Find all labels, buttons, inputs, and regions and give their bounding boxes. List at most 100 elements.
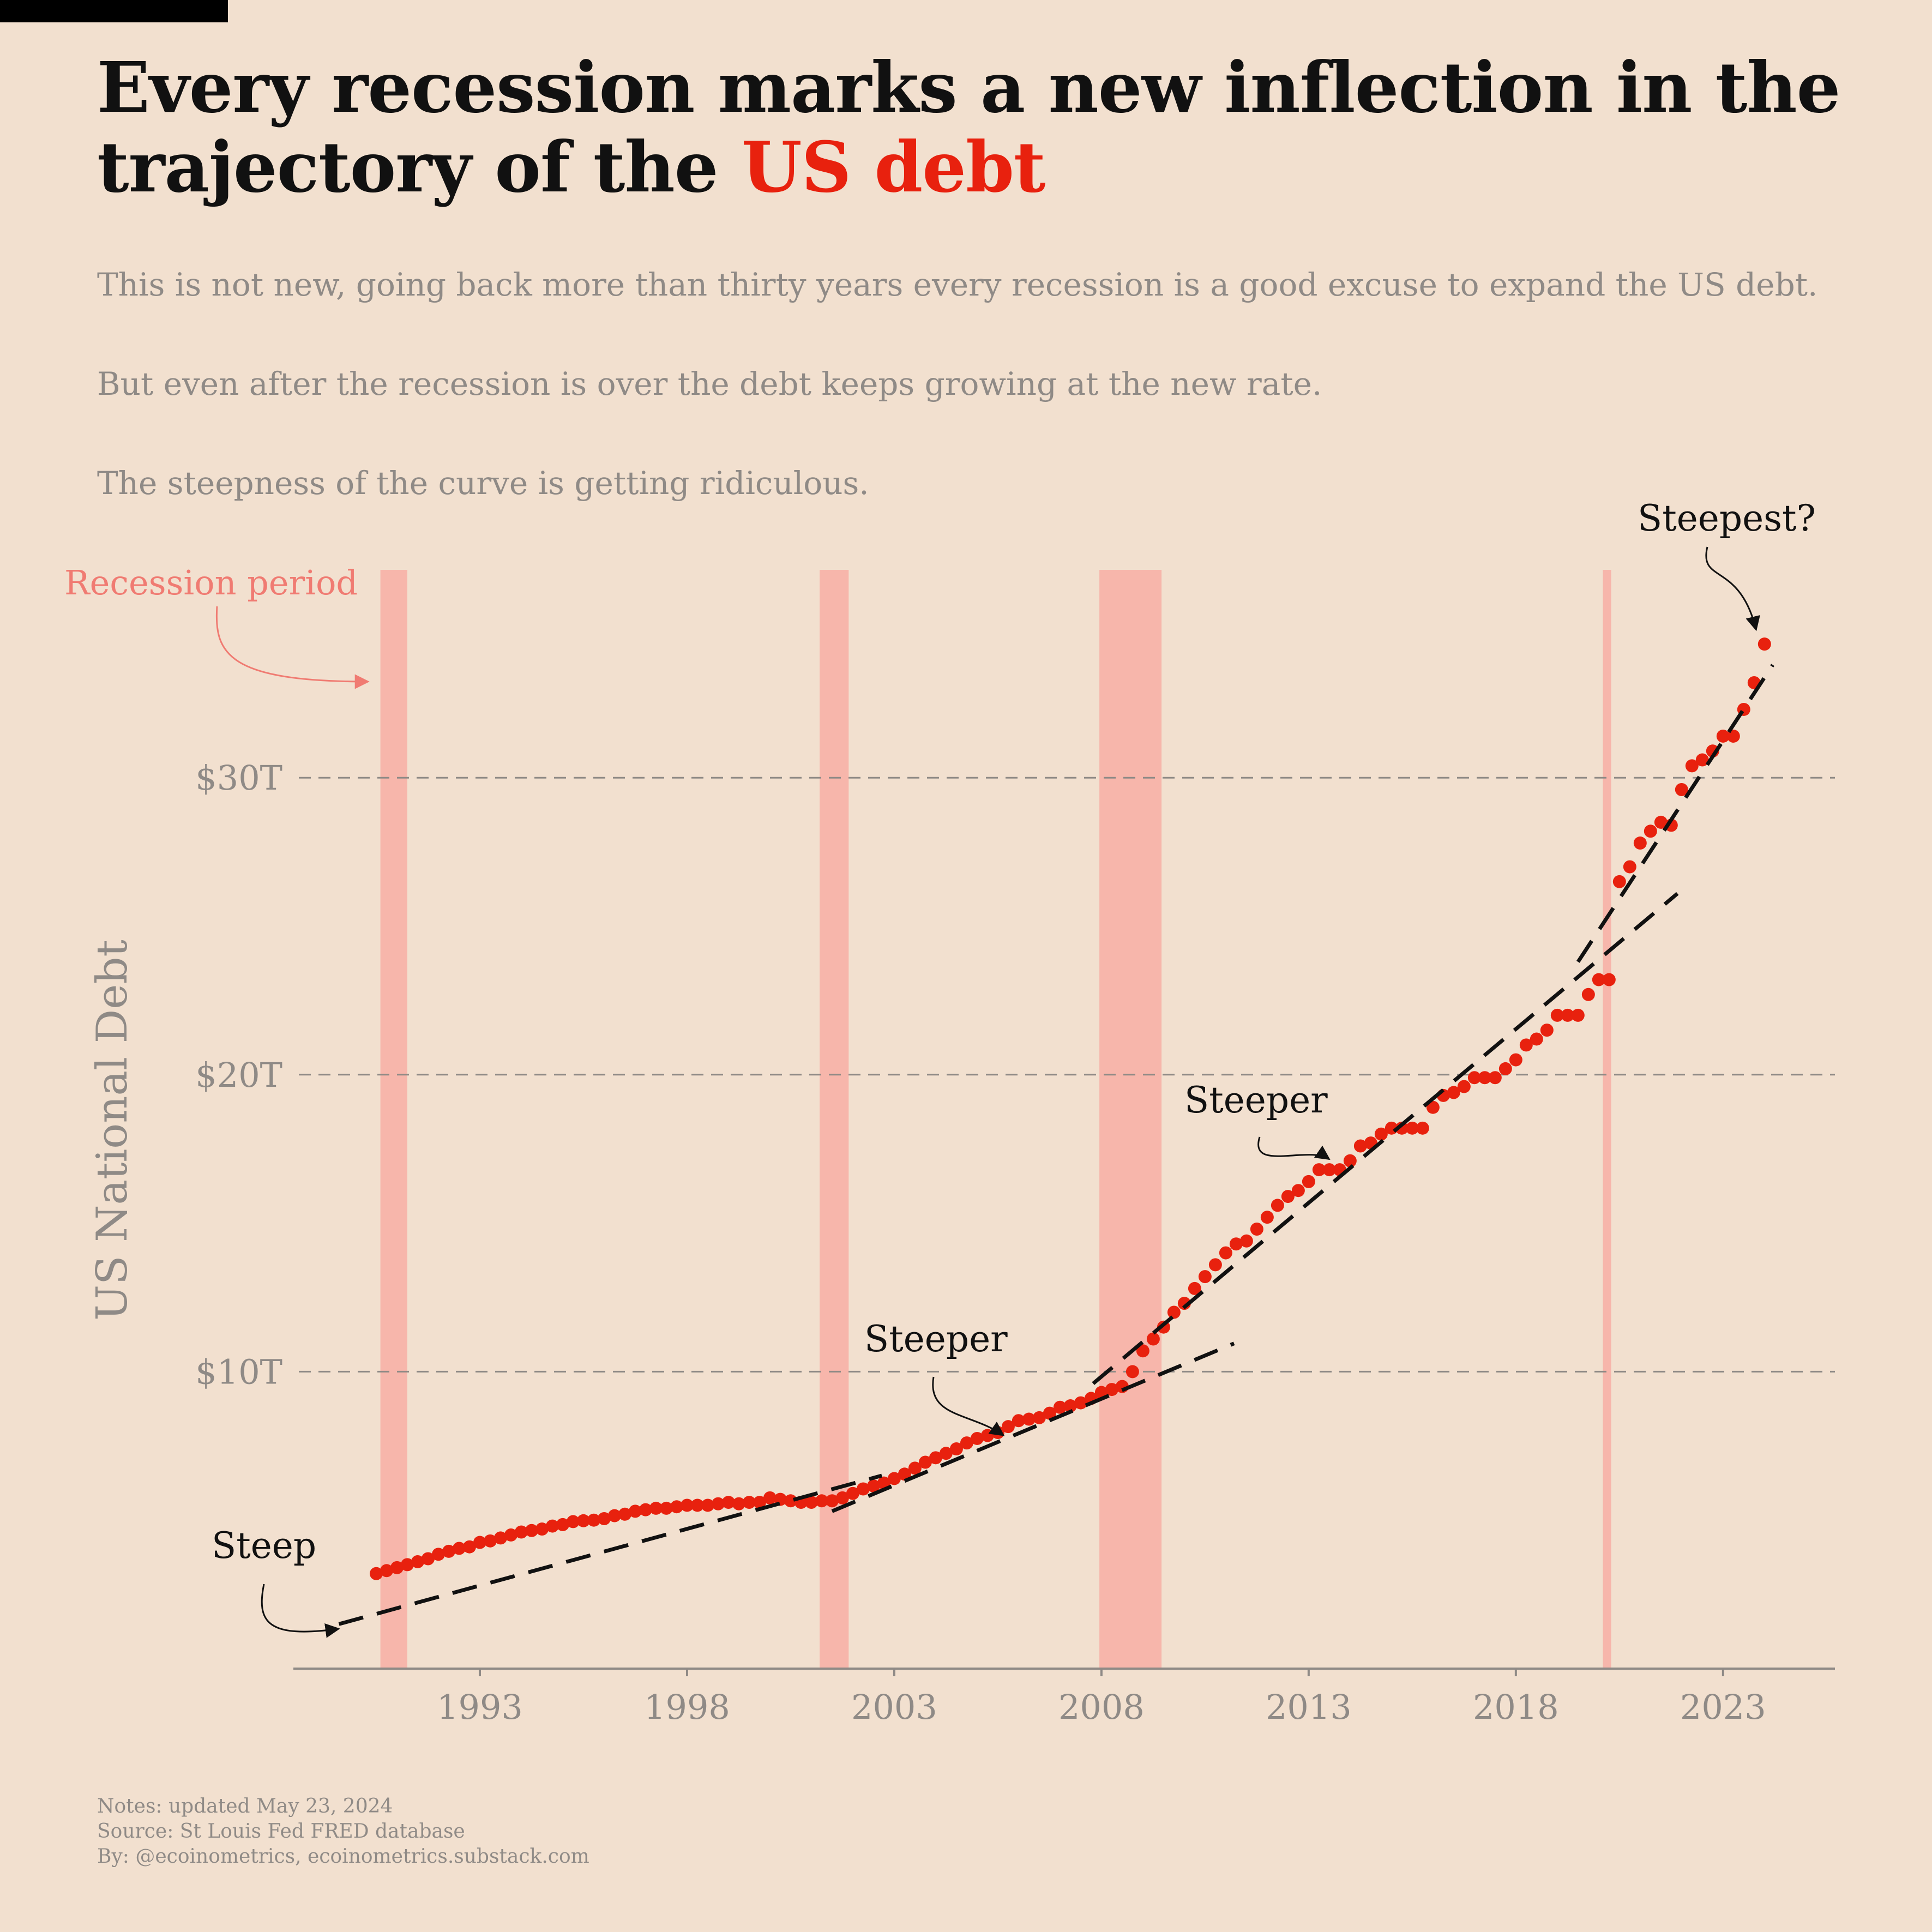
data-point — [1623, 860, 1636, 874]
data-point — [1239, 1234, 1253, 1248]
subtitle-line-1: This is not new, going back more than th… — [97, 266, 1818, 303]
annotation-arrow-1 — [261, 1584, 340, 1638]
data-point — [1488, 1071, 1502, 1085]
data-point — [753, 1496, 766, 1509]
y-tick-label: $30T — [195, 758, 282, 798]
data-point — [1592, 973, 1605, 986]
data-point — [390, 1561, 404, 1574]
data-point — [597, 1512, 611, 1525]
annotation-label-3: Steeper — [1184, 1079, 1328, 1121]
recession-period-label: Recession period — [64, 563, 358, 603]
data-point — [711, 1497, 725, 1510]
recession-band-1 — [380, 570, 407, 1669]
data-point — [784, 1494, 797, 1508]
data-point — [1416, 1121, 1429, 1135]
data-point — [400, 1558, 414, 1572]
data-point — [1322, 1163, 1336, 1177]
x-tick-label: 2023 — [1680, 1687, 1766, 1727]
data-point — [1053, 1400, 1067, 1414]
annotation-arrow-3 — [1257, 1136, 1331, 1160]
data-point — [1654, 815, 1668, 829]
x-tick-label: 2003 — [851, 1687, 937, 1727]
data-point — [1208, 1258, 1222, 1272]
data-point — [690, 1498, 704, 1512]
data-point — [1198, 1270, 1212, 1284]
data-point — [1602, 973, 1616, 986]
data-point — [1457, 1080, 1471, 1093]
subtitle-line-3: The steepness of the curve is getting ri… — [97, 465, 869, 502]
data-point — [1271, 1199, 1284, 1212]
data-point — [556, 1518, 569, 1531]
trend-line-3 — [1092, 892, 1679, 1385]
data-point — [1043, 1406, 1056, 1420]
data-point — [504, 1528, 517, 1542]
data-point — [431, 1548, 445, 1561]
data-point — [1633, 836, 1647, 850]
data-point — [1581, 988, 1595, 1001]
data-point — [970, 1431, 984, 1445]
data-point — [535, 1522, 549, 1536]
data-point — [929, 1451, 942, 1465]
data-point — [618, 1507, 631, 1521]
data-point — [1540, 1024, 1554, 1037]
data-point — [1509, 1053, 1522, 1067]
data-point — [1063, 1399, 1077, 1413]
data-point — [1167, 1305, 1181, 1319]
data-point — [483, 1534, 497, 1548]
data-point — [442, 1544, 455, 1558]
data-point — [856, 1482, 870, 1496]
data-point — [918, 1455, 932, 1469]
trend-line-4 — [1576, 664, 1774, 963]
data-point — [887, 1472, 901, 1485]
data-point — [1395, 1121, 1409, 1135]
data-point — [1405, 1121, 1419, 1135]
data-point — [1695, 753, 1709, 767]
data-point — [1644, 824, 1657, 838]
subtitle-line-2: But even after the recession is over the… — [97, 365, 1322, 402]
data-point — [421, 1552, 435, 1566]
data-point — [411, 1555, 424, 1568]
data-point — [1022, 1412, 1036, 1426]
x-tick-label: 2013 — [1266, 1687, 1352, 1727]
data-point — [576, 1514, 590, 1527]
data-point — [587, 1513, 600, 1527]
trend-line-2 — [831, 1341, 1235, 1513]
data-point — [369, 1567, 383, 1580]
data-point — [1001, 1420, 1015, 1434]
data-point — [1312, 1163, 1326, 1177]
corner-accent-bar — [0, 0, 228, 22]
data-point — [1426, 1100, 1440, 1114]
data-point — [680, 1498, 694, 1512]
x-tick-label: 2008 — [1058, 1687, 1145, 1727]
data-point — [763, 1491, 777, 1504]
data-point — [1188, 1281, 1201, 1295]
recession-band-3 — [1099, 570, 1162, 1669]
data-point — [380, 1564, 393, 1578]
data-point — [628, 1504, 642, 1518]
data-point — [1302, 1175, 1315, 1188]
data-point — [1291, 1184, 1305, 1197]
data-point — [566, 1515, 580, 1528]
data-point — [1353, 1139, 1367, 1153]
footer-notes: Notes: updated May 23, 2024 — [97, 1795, 393, 1817]
data-point — [1136, 1344, 1149, 1358]
data-point — [1478, 1071, 1491, 1085]
chart-title: Every recession marks a new inflection i… — [97, 48, 1842, 207]
data-point — [1219, 1246, 1232, 1260]
footer: Notes: updated May 23, 2024 Source: St L… — [97, 1794, 589, 1869]
data-point — [1343, 1154, 1357, 1167]
data-point — [1074, 1396, 1087, 1410]
data-point — [1498, 1062, 1512, 1075]
data-point — [1105, 1383, 1118, 1397]
annotation-label-1: Steep — [212, 1525, 316, 1567]
data-point — [1229, 1237, 1243, 1251]
data-point — [908, 1461, 922, 1475]
data-point — [1281, 1190, 1295, 1203]
data-point — [866, 1479, 880, 1493]
data-point — [659, 1501, 673, 1515]
data-point — [939, 1447, 953, 1460]
data-point — [473, 1536, 486, 1549]
data-point — [1530, 1032, 1543, 1046]
data-point — [452, 1542, 466, 1555]
annotation-arrow-4 — [1705, 546, 1760, 631]
